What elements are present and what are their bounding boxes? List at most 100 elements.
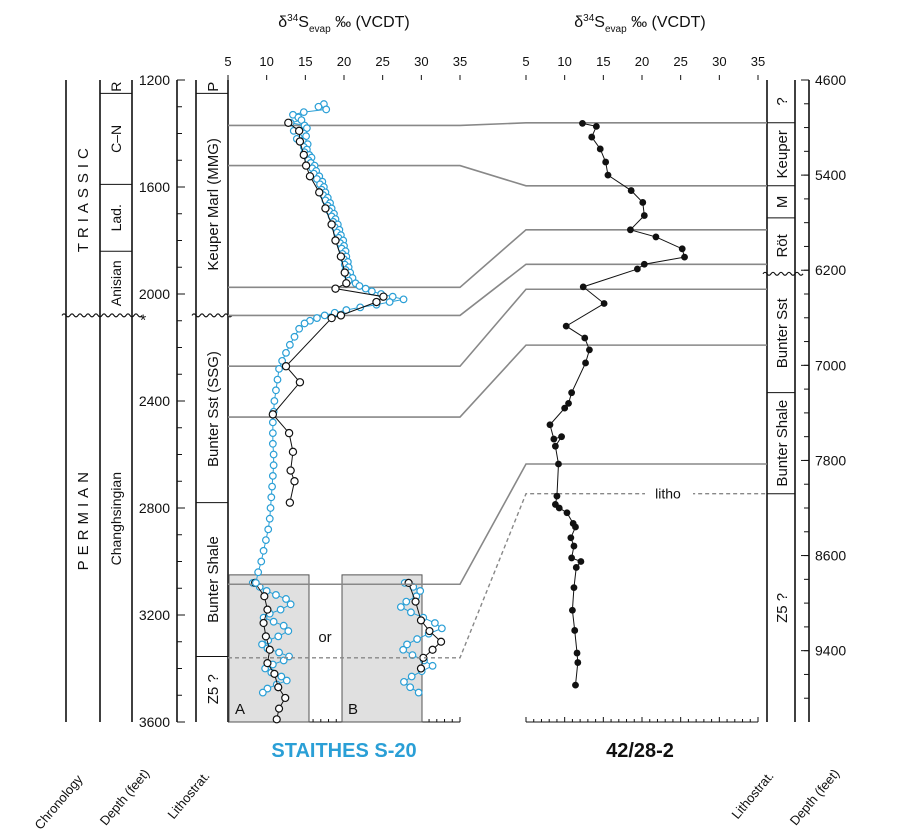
- inset-blue-point: [269, 617, 278, 626]
- well-top-tick-label: 5: [522, 54, 529, 69]
- inset-blue-point: [286, 600, 295, 609]
- inset-black-point: [263, 605, 272, 614]
- chrono-stage-label: Anisian: [108, 260, 124, 306]
- staithes-point: [268, 439, 277, 448]
- well-point: [633, 265, 641, 273]
- depth-tick-label-left: 1600: [139, 179, 170, 195]
- well-point: [600, 300, 608, 307]
- staithes-point: [314, 102, 323, 111]
- staithes-point: [399, 295, 408, 304]
- inset-blue-point: [414, 688, 423, 697]
- staithes-top-tick-label: 30: [414, 54, 428, 69]
- well-point: [582, 359, 589, 367]
- staithes-point: [261, 536, 270, 544]
- inset-black-point: [274, 704, 284, 713]
- chrono-stage-label: C–N: [108, 125, 124, 153]
- staithes-point: [331, 284, 340, 293]
- well-point: [640, 260, 648, 268]
- inset-blue-point: [399, 645, 408, 654]
- well-point: [558, 433, 565, 441]
- well-top-tick-label: 10: [557, 54, 571, 69]
- well-point: [572, 523, 579, 531]
- depth-label-left: Depth (feet): [97, 766, 153, 828]
- inset-blue-point: [396, 603, 405, 611]
- well-point: [577, 558, 585, 565]
- inset-black-point: [411, 597, 420, 606]
- staithes-point: [285, 340, 294, 349]
- inset-black-point: [428, 645, 437, 654]
- inset-black-point: [404, 578, 413, 588]
- correlation-line: [228, 164, 767, 187]
- lithostrat-label-right: Lithostrat.: [728, 768, 776, 821]
- lithostrat-label-left: Lithostrat.: [164, 768, 212, 821]
- inset-label-B: B: [348, 701, 358, 718]
- well-top-tick-label: 15: [596, 54, 610, 69]
- litho1-unit-label: Keuper Marl (MMG): [205, 138, 222, 271]
- well-point: [550, 435, 558, 443]
- staithes-point: [385, 298, 394, 306]
- inset-black-point: [263, 659, 272, 668]
- staithes-top-tick-label: 10: [259, 54, 273, 69]
- depth-tick-label-right: 9400: [815, 643, 846, 659]
- inset-blue-point: [275, 648, 283, 657]
- axes: δ34Sevap ‰ (VCDT) δ34Sevap ‰ (VCDT) 5 10 15 2…: [139, 13, 847, 730]
- well-point: [678, 245, 686, 253]
- litho-label: litho: [655, 486, 681, 502]
- well-top-tick-label: 35: [751, 54, 765, 69]
- inset-blue-point: [272, 591, 280, 599]
- well-point: [567, 534, 575, 542]
- staithes-point: [268, 482, 276, 491]
- well-point: [579, 283, 587, 291]
- well-point: [570, 584, 578, 592]
- inset-blue-point: [400, 677, 408, 686]
- inset-blue-point: [279, 621, 288, 630]
- well-point: [565, 399, 572, 407]
- inset-black-point: [281, 693, 290, 703]
- well-point: [652, 233, 660, 241]
- staithes-point: [268, 410, 278, 419]
- staithes-point: [372, 297, 381, 307]
- staithes-point: [281, 362, 291, 371]
- staithes-title: STAITHES S-20: [271, 740, 416, 762]
- chrono-stage-label: Lad.: [108, 204, 124, 231]
- staithes-point: [305, 172, 315, 181]
- staithes-point: [322, 105, 331, 114]
- inset-black-point: [260, 592, 269, 601]
- depth-tick-label-right: 4600: [815, 72, 846, 88]
- insets: A Bor: [228, 574, 446, 724]
- chronology-column: TRIASSIC PERMIAN R C–N Lad. Anisian Changhsing…: [61, 80, 146, 722]
- staithes-point: [300, 319, 309, 328]
- chrono-system-label: TRIASSIC: [75, 143, 92, 252]
- litho1-unit-label: P: [205, 82, 222, 92]
- unconformity-litho2: [762, 271, 804, 276]
- litho2-unit-label: Röt: [774, 233, 791, 257]
- litho2-unit-label: M: [774, 196, 791, 209]
- staithes-point: [268, 418, 277, 427]
- inset-blue-point: [407, 608, 415, 617]
- figure-labels: STAITHES S-20 42/28-2 Chronology Depth (…: [31, 486, 842, 830]
- inset-blue-point: [428, 661, 437, 670]
- well-point: [555, 504, 563, 512]
- well-point: [572, 681, 579, 689]
- staithes-point: [254, 568, 263, 577]
- staithes-point: [269, 461, 278, 470]
- inset-black-point: [425, 626, 434, 636]
- staithes-point: [336, 252, 346, 261]
- inset-blue-point: [416, 587, 425, 595]
- staithes-point: [270, 397, 279, 405]
- litho-label-bg: [645, 485, 693, 502]
- well-top-tick-label: 20: [635, 54, 649, 69]
- inset-blue-point: [403, 640, 411, 649]
- staithes-point: [321, 204, 330, 213]
- staithes-point: [284, 428, 294, 438]
- litho2-unit-label: Z5 ?: [774, 593, 791, 623]
- staithes-point: [251, 579, 260, 587]
- staithes-point: [295, 137, 305, 146]
- staithes-point: [264, 525, 273, 534]
- staithes-x-axis-label: δ34Sevap ‰ (VCDT): [278, 13, 410, 35]
- litho2-unit-label: Keuper: [774, 130, 791, 178]
- well-point: [574, 659, 582, 666]
- chrono-stage-label: Changhsingian: [108, 472, 124, 565]
- well-point: [551, 442, 559, 450]
- inset-black-point: [416, 664, 426, 673]
